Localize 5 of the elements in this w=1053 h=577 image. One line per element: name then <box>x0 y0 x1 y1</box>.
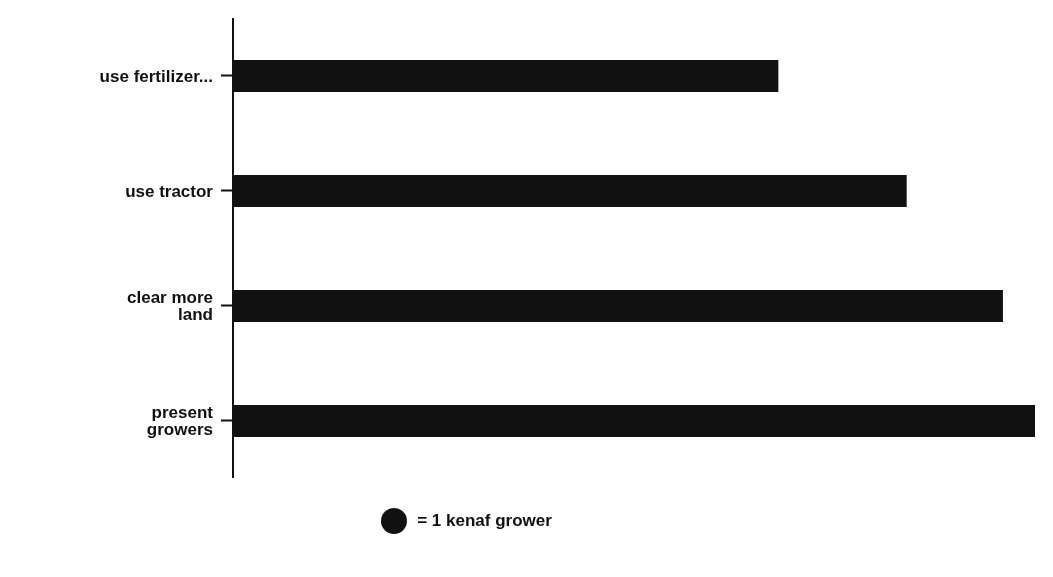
y-tick-label: use fertilizer... <box>99 66 213 86</box>
text: = 1 kenaf grower <box>417 511 552 531</box>
y-tick-label: present growers <box>146 403 214 440</box>
y-tick-label: use tractor <box>125 181 214 201</box>
y-tick-label: clear more land <box>127 288 213 325</box>
